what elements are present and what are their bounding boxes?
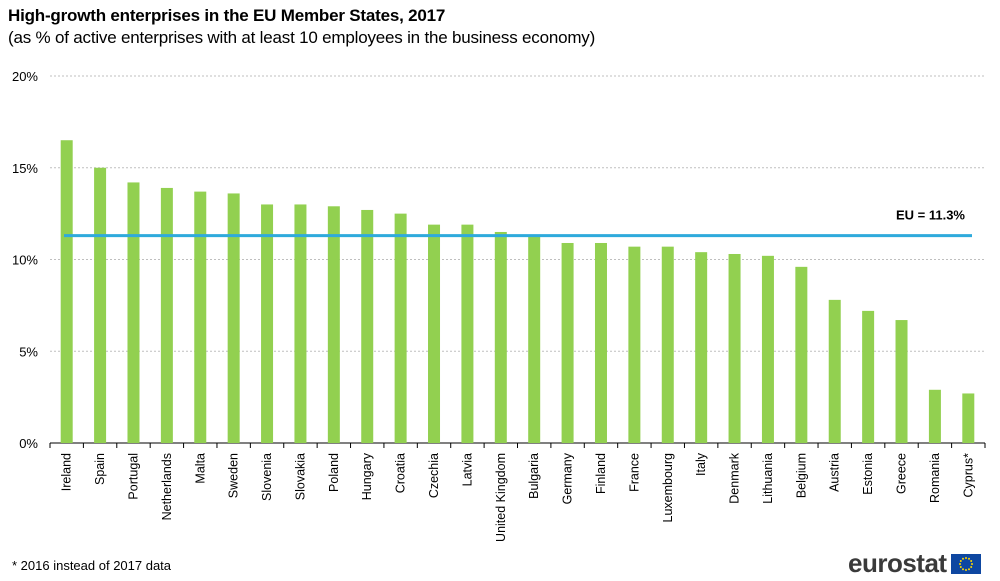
y-axis-ticks: 0% 5% 10% 15% 20% [12,69,38,451]
bar [695,252,708,443]
bar [394,213,407,443]
bar [160,187,173,443]
x-tick-label: Italy [694,452,708,476]
x-tick-label: Portugal [126,453,140,500]
bar [561,242,574,443]
x-tick-label: Austria [828,453,842,492]
y-tick-label: 0% [19,436,38,451]
bar [94,167,107,443]
x-tick-label: France [627,453,641,492]
x-tick-label: Belgium [794,453,808,498]
bar [227,193,240,443]
x-tick-label: Bulgaria [527,453,541,499]
x-tick-label: Latvia [460,453,474,486]
bar [928,389,941,443]
x-tick-label: Cyprus* [961,453,975,498]
eu-average-line-group: EU = 11.3% [64,208,972,238]
bars [60,140,975,443]
x-tick-label: Croatia [394,453,408,493]
y-tick-label: 20% [12,69,38,84]
x-tick-label: Denmark [728,452,742,503]
gridlines [50,75,985,444]
bar [728,253,741,443]
y-tick-label: 15% [12,161,38,176]
bar [795,266,808,443]
x-tick-label: Spain [93,453,107,485]
y-tick-label: 5% [19,344,38,359]
eurostat-logo: eurostat [848,548,981,579]
eu-average-label: EU = 11.3% [896,208,965,223]
bar [862,310,875,443]
x-tick-label: Slovenia [260,453,274,501]
x-tick-label: Romania [928,453,942,503]
x-tick-label: Ireland [60,453,74,491]
bar [361,209,374,443]
bar [828,299,841,443]
x-tick-label: Germany [561,452,575,504]
bar [761,255,774,443]
x-tick-label: Netherlands [160,453,174,520]
bar [60,140,73,443]
bar [461,224,474,443]
x-tick-label: Hungary [360,452,374,500]
x-tick-label: Finland [594,453,608,494]
x-tick-label: Luxembourg [661,453,675,523]
eurostat-logo-text: eurostat [848,548,947,578]
eu-flag-icon [950,553,981,574]
chart-subtitle: (as % of active enterprises with at leas… [8,28,596,47]
x-tick-label: Lithuania [761,453,775,504]
chart-title: High-growth enterprises in the EU Member… [8,6,446,25]
x-tick-label: Malta [193,453,207,484]
bar [127,182,140,443]
bar [594,242,607,443]
bar [962,393,975,443]
bar [628,246,641,443]
bar [327,206,340,443]
footnote: * 2016 instead of 2017 data [12,558,172,573]
bar [895,320,908,443]
x-tick-label: Czechia [427,453,441,498]
bar [294,204,307,443]
bar [428,224,441,443]
x-tick-label: Poland [327,453,341,492]
bar [494,231,507,443]
x-tick-label: United Kingdom [494,453,508,542]
bar [528,235,541,443]
bar [194,191,207,443]
x-tick-label: Greece [895,453,909,494]
y-tick-label: 10% [12,253,38,268]
x-tick-label: Sweden [227,453,241,498]
bar [661,246,674,443]
x-tick-label: Estonia [861,453,875,495]
x-tick-label: Slovakia [293,453,307,500]
x-axis-labels: Ireland Spain Portugal Netherlands Malta Swed… [49,443,986,542]
bar [261,204,274,443]
